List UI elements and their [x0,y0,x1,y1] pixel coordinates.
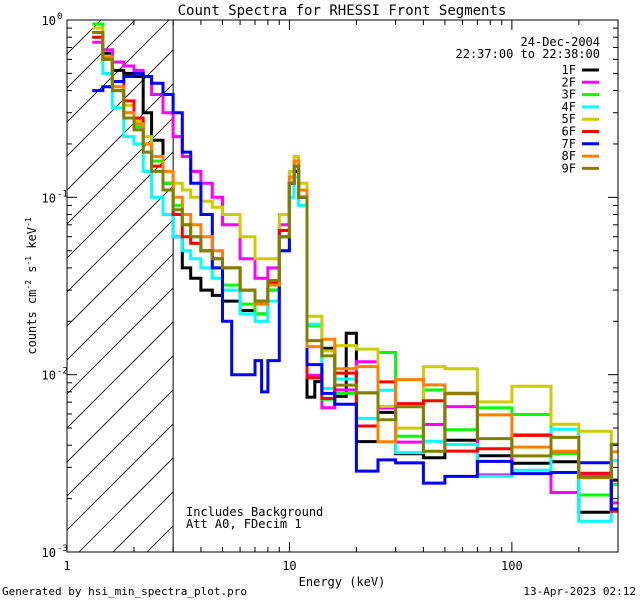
x-axis-label: Energy (keV) [299,575,386,589]
legend-label-5F: 5F [562,112,576,126]
hatch-line [67,253,174,361]
timestamp-label: 13-Apr-2023 02:12 [523,585,636,598]
hatch-line [67,355,174,463]
hatch-line [67,83,174,191]
y-tick-label-0.001: 10 -3 [42,544,68,560]
y-label-sup: -1 [24,217,33,227]
y-tick-label-0.01: 10 -2 [42,367,68,383]
legend-label-6F: 6F [562,125,576,139]
series-5F [92,26,618,446]
series-7F [92,71,618,511]
hatch-line [67,389,174,497]
chart-title: Count Spectra for RHESSI Front Segments [178,3,507,19]
y-label-part: s [25,266,39,280]
y-label-part: counts cm [25,290,39,355]
x-tick-label-10: 10 [282,559,296,573]
hatch-line [67,219,174,327]
hatch-line [67,20,102,55]
legend-label-2F: 2F [562,75,576,89]
note-attenuator: Att A0, FDecim 1 [186,517,302,531]
y-axis-label: counts cm-2 s-1 keV-1 [24,217,39,354]
y-label-sup: -1 [24,256,33,266]
hatch-line [67,185,174,293]
legend-label-3F: 3F [562,88,576,102]
hatch-line [623,20,640,552]
y-label-part: keV [25,227,39,256]
y-tick-base: 10 [42,369,56,383]
y-tick-exp: 0 [57,12,62,22]
y-tick-base: 10 [42,546,56,560]
x-tick-label-1: 1 [63,559,70,573]
legend-label-1F: 1F [562,63,576,77]
hatch-line [67,20,170,123]
y-tick-label-1: 10 0 [42,12,63,28]
legend-label-8F: 8F [562,149,576,163]
note-background: Includes Background [186,505,323,519]
series-9F [92,31,618,479]
y-label-sup: -2 [24,280,33,290]
y-tick-label-0.1: 10 -1 [42,189,68,205]
hatch-line [67,20,68,21]
date-label: 24-Dec-2004 [521,35,600,49]
legend-label-4F: 4F [562,100,576,114]
plot-frame [66,19,619,553]
hatch-line [67,151,174,259]
time-range-label: 22:37:00 to 22:38:00 [456,47,601,61]
y-tick-exp: -3 [57,544,68,554]
y-tick-exp: -1 [57,189,68,199]
generated-by-label: Generated by hsi_min_spectra_plot.pro [2,585,247,598]
y-tick-base: 10 [42,14,56,28]
hatch-line [78,457,174,552]
axis-ticks [66,19,619,553]
y-tick-exp: -2 [57,367,68,377]
legend-label-9F: 9F [562,161,576,175]
y-tick-base: 10 [42,191,56,205]
series-group [92,22,618,523]
legend-label-7F: 7F [562,137,576,151]
hatch-line [67,423,174,531]
x-tick-label-100: 100 [501,559,523,573]
